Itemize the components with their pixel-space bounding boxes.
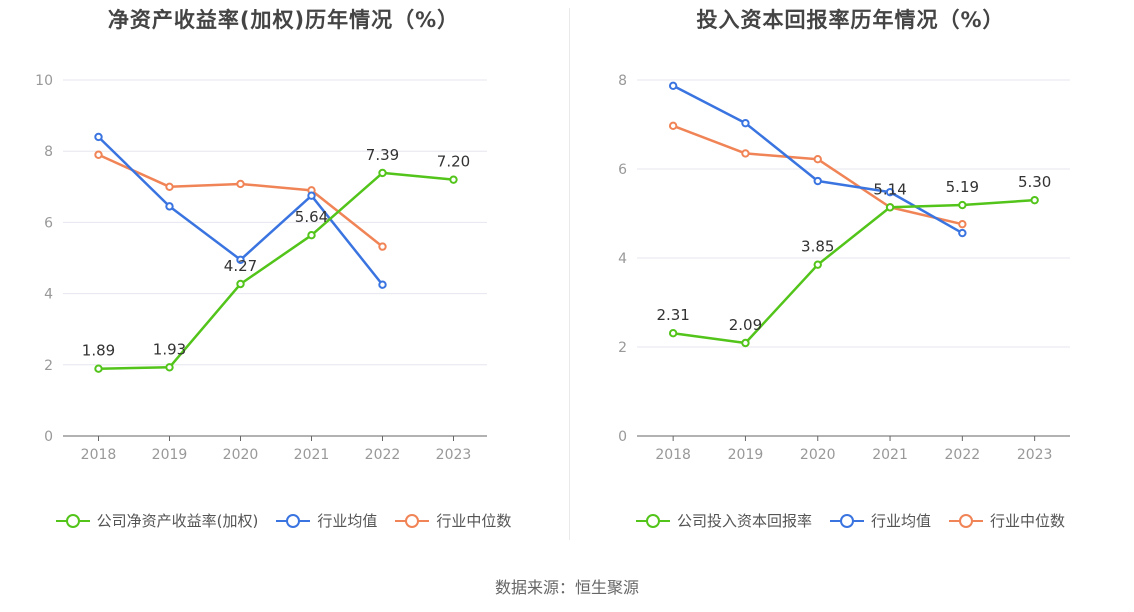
data-point-industry-avg xyxy=(378,280,387,289)
data-label-company: 5.30 xyxy=(1018,173,1051,191)
data-point-industry-median xyxy=(94,150,103,159)
data-label-company: 7.20 xyxy=(437,153,470,171)
data-point-company xyxy=(236,279,245,289)
data-point-company xyxy=(378,168,387,178)
legend-item-company-roe[interactable]: 公司净资产收益率(加权) xyxy=(55,510,259,531)
data-point-industry-median xyxy=(813,155,822,164)
data-point-company xyxy=(813,260,822,269)
legend-item-company-roic[interactable]: 公司投入资本回报率 xyxy=(635,510,812,531)
y-tick-label: 6 xyxy=(618,162,627,178)
legend-label-industry-median: 行业中位数 xyxy=(436,512,512,530)
data-label-company: 4.27 xyxy=(224,257,257,275)
data-point-company xyxy=(165,363,174,372)
y-tick-label: 8 xyxy=(618,73,627,89)
x-tick-label: 2022 xyxy=(945,447,981,463)
x-tick-label: 2023 xyxy=(436,447,472,463)
data-point-industry-median xyxy=(378,242,387,251)
legend-item-industry-median[interactable]: 行业中位数 xyxy=(949,510,1065,531)
data-source-note: 数据来源：恒生聚源 xyxy=(494,578,639,597)
data-label-company: 5.19 xyxy=(946,178,979,196)
data-point-industry-avg xyxy=(813,176,822,186)
legend-swatch-industry-avg xyxy=(276,513,311,529)
x-tick-label: 2023 xyxy=(1017,447,1053,463)
data-point-industry-median xyxy=(741,149,750,158)
data-label-company: 7.39 xyxy=(366,146,399,164)
legend-swatch-industry-median xyxy=(949,513,983,529)
x-tick-label: 2018 xyxy=(81,447,117,463)
legend-swatch-company xyxy=(635,513,670,529)
legend-label-industry-avg: 行业均值 xyxy=(870,512,931,530)
roe-chart-title: 净资产收益率(加权)历年情况（%） xyxy=(107,8,460,32)
data-point-industry-median xyxy=(958,219,967,229)
x-tick-label: 2022 xyxy=(365,447,401,463)
y-tick-label: 6 xyxy=(44,215,53,231)
legend-item-industry-avg[interactable]: 行业均值 xyxy=(276,510,377,531)
x-tick-label: 2020 xyxy=(223,447,259,463)
legend-label-industry-avg: 行业均值 xyxy=(317,512,378,530)
legend-swatch-company xyxy=(55,513,90,529)
data-point-industry-avg xyxy=(741,118,750,128)
legend-label-industry-median: 行业中位数 xyxy=(990,512,1066,530)
data-point-industry-median xyxy=(668,121,678,131)
data-point-company xyxy=(741,338,750,348)
x-tick-label: 2021 xyxy=(872,447,908,463)
roic-chart-title: 投入资本回报率历年情况（%） xyxy=(696,8,1005,32)
x-tick-label: 2018 xyxy=(655,447,691,463)
data-label-company: 5.14 xyxy=(873,180,906,198)
legend-item-industry-median[interactable]: 行业中位数 xyxy=(395,510,511,531)
data-point-company xyxy=(668,329,678,338)
x-tick-label: 2021 xyxy=(294,447,330,463)
y-tick-label: 10 xyxy=(35,73,53,89)
data-label-company: 2.31 xyxy=(656,306,689,324)
roic-chart-plot: 0 2 4 6 8 2018 2019 2020 2021 2022 2023 2.31 2.09 3.8… xyxy=(618,73,1070,463)
legend-label-company-roic: 公司投入资本回报率 xyxy=(676,512,812,530)
data-point-industry-avg xyxy=(94,132,103,142)
y-tick-label: 0 xyxy=(618,429,627,445)
x-tick-label: 2020 xyxy=(800,447,836,463)
roe-chart-panel: 净资产收益率(加权)历年情况（%） 0 2 4 6 8 10 2018 2019 2020 202… xyxy=(0,0,567,560)
legend-swatch-industry-avg xyxy=(829,513,864,529)
roe-chart-plot: 0 2 4 6 8 10 2018 2019 2020 2021 2022 2023 1.89 1.93 4… xyxy=(35,73,487,463)
data-point-company xyxy=(1030,195,1039,205)
data-label-company: 3.85 xyxy=(801,238,834,256)
y-tick-label: 8 xyxy=(44,144,53,160)
series-line-company xyxy=(672,198,1035,345)
y-tick-label: 0 xyxy=(44,429,53,445)
y-tick-label: 2 xyxy=(44,358,53,374)
data-point-industry-avg xyxy=(165,202,174,211)
x-tick-label: 2019 xyxy=(728,447,764,463)
data-point-industry-avg xyxy=(958,228,967,238)
legend-item-industry-avg[interactable]: 行业均值 xyxy=(829,510,931,531)
data-point-company xyxy=(958,200,967,210)
data-label-company: 1.93 xyxy=(153,340,186,358)
roe-chart-legend: 公司净资产收益率(加权) 行业均值 行业中位数 xyxy=(0,510,567,531)
y-tick-label: 2 xyxy=(618,340,627,356)
panel-divider xyxy=(569,8,570,540)
roic-chart-legend: 公司投入资本回报率 行业均值 行业中位数 xyxy=(567,510,1134,531)
roic-chart-panel: 投入资本回报率历年情况（%） 0 2 4 6 8 2018 2019 2020 2021 2022… xyxy=(567,0,1134,560)
data-label-company: 5.64 xyxy=(295,208,328,226)
data-point-industry-avg xyxy=(307,191,316,200)
data-label-company: 2.09 xyxy=(729,316,762,334)
legend-label-company-roe: 公司净资产收益率(加权) xyxy=(96,512,259,530)
data-point-industry-avg xyxy=(668,81,678,90)
data-point-industry-median xyxy=(236,179,245,189)
data-point-industry-median xyxy=(165,182,174,192)
x-tick-label: 2019 xyxy=(152,447,188,463)
data-point-company xyxy=(307,231,316,240)
y-tick-label: 4 xyxy=(44,287,53,303)
data-point-company xyxy=(885,203,895,212)
data-point-company xyxy=(449,175,458,184)
data-point-industry-avg xyxy=(885,187,895,197)
series-line-company xyxy=(98,171,454,370)
data-point-company xyxy=(94,364,103,373)
legend-swatch-industry-median xyxy=(395,513,430,529)
data-point-industry-avg xyxy=(236,255,245,264)
y-tick-label: 4 xyxy=(618,251,627,267)
data-label-company: 1.89 xyxy=(82,342,115,360)
